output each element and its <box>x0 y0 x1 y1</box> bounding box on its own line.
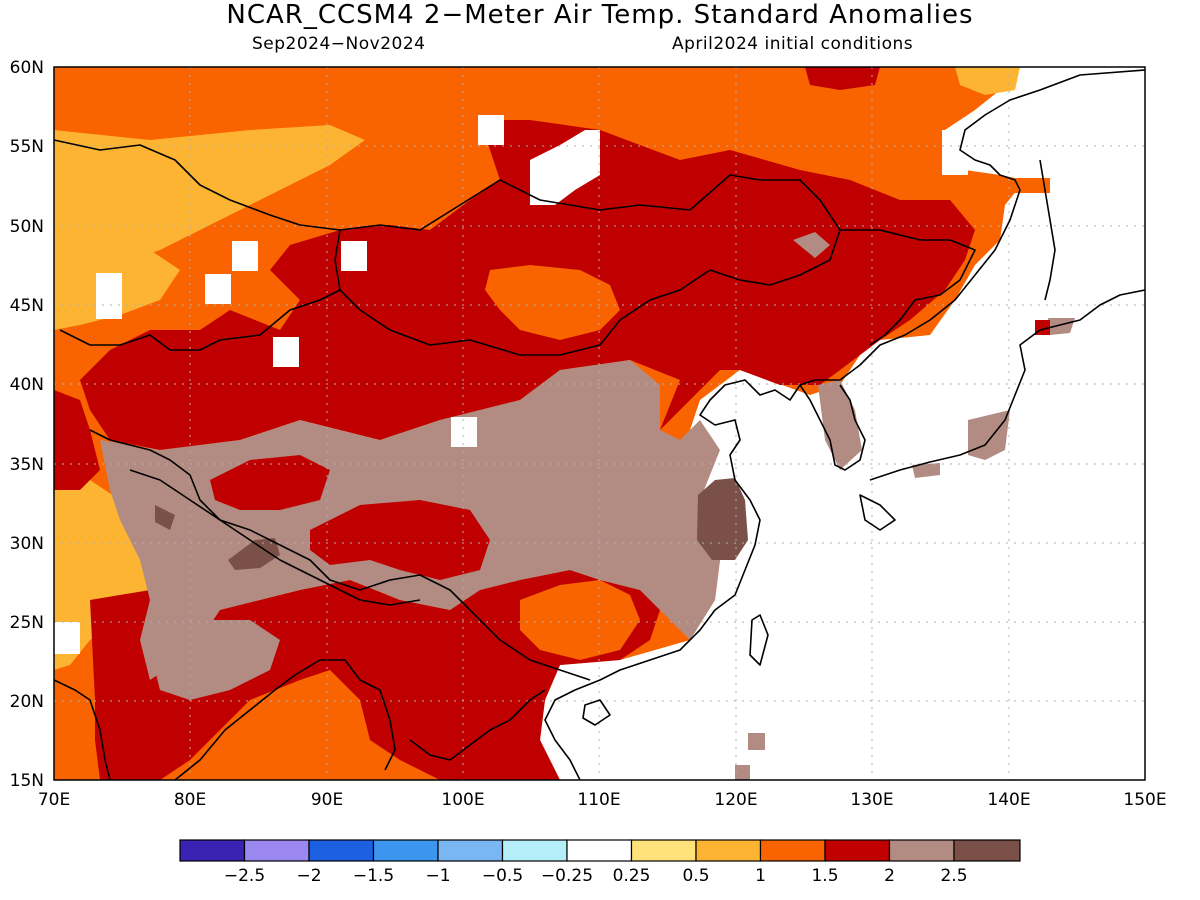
himalaya-border <box>129 469 421 606</box>
anomaly-region-2-0-manchuria <box>793 232 830 258</box>
masked-cell <box>341 241 367 271</box>
lon-label: 150E <box>1123 790 1166 810</box>
anomaly-region-1-5-west <box>54 390 100 490</box>
colorbar-label: 2.5 <box>940 866 967 886</box>
colorbar-swatch <box>308 839 375 862</box>
longitude-axis: 70E 80E 90E 100E 110E 120E 130E 140E 150… <box>38 790 1167 810</box>
colorbar-label: −2.5 <box>224 866 265 886</box>
kazakhstan-border <box>53 139 341 231</box>
colorbar-label: −0.5 <box>482 866 523 886</box>
colorbar-label: 1 <box>755 866 766 886</box>
anomaly-region-2-5-tibet <box>228 538 280 570</box>
masked-cell <box>478 115 504 145</box>
lat-label: 50N <box>10 217 44 237</box>
taiwan-coastline <box>749 614 769 666</box>
hainan-coastline <box>582 699 611 726</box>
colorbar-label: −2 <box>296 866 321 886</box>
lat-label: 60N <box>10 58 44 78</box>
chart-title: NCAR_CCSM4 2−Meter Air Temp. Standard An… <box>226 0 974 30</box>
colorbar-label: 0.25 <box>613 866 651 886</box>
lat-label: 15N <box>10 771 44 791</box>
lon-label: 130E <box>850 790 893 810</box>
map-borders <box>53 69 1146 781</box>
colorbar-label: 0.5 <box>682 866 709 886</box>
anomaly-region-2-0-south <box>150 620 280 700</box>
colorbar-swatch <box>695 839 762 862</box>
map-frame <box>53 66 1146 781</box>
sakhalin-coastline <box>1039 159 1056 301</box>
colorbar-swatch <box>953 839 1021 862</box>
lon-label: 110E <box>577 790 620 810</box>
anomaly-fields <box>54 67 1075 780</box>
colorbar-label: −0.25 <box>541 866 593 886</box>
lat-label: 25N <box>10 613 44 633</box>
colorbar-labels: −2.5 −2 −1.5 −1 −0.5 −0.25 0.25 0.5 1 1.… <box>224 866 968 886</box>
anomaly-region-2-5-west <box>155 505 175 530</box>
lat-label: 55N <box>10 137 44 157</box>
forecast-period: Sep2024−Nov2024 <box>252 34 426 54</box>
anomaly-region-2-0-taiwan <box>748 733 765 750</box>
colorbar-swatch <box>824 839 891 862</box>
japan-coastline <box>869 289 1146 481</box>
lat-label: 20N <box>10 692 44 712</box>
china-west-border <box>89 429 591 681</box>
colorbar-label: 2 <box>884 866 895 886</box>
colorbar-swatch <box>243 839 310 862</box>
korea-coastline <box>799 384 866 471</box>
lon-label: 140E <box>987 790 1030 810</box>
masked-cell <box>205 274 231 304</box>
colorbar <box>179 839 1021 862</box>
india-coastline <box>53 679 111 781</box>
anomaly-region-2-5-east <box>697 478 748 560</box>
colorbar-label: 1.5 <box>811 866 838 886</box>
anomaly-region-0-5-ne <box>955 67 1020 95</box>
colorbar-swatch <box>759 839 826 862</box>
colorbar-swatch <box>566 839 633 862</box>
masked-cell <box>54 622 80 654</box>
anomaly-region-1-5-top <box>805 67 880 90</box>
initial-conditions: April2024 initial conditions <box>672 34 914 54</box>
latitude-axis: 60N 55N 50N 45N 40N 35N 30N 25N 20N 15N <box>10 58 44 791</box>
lon-label: 90E <box>311 790 343 810</box>
northeast-china-border <box>840 229 976 346</box>
east-asia-coastline <box>544 69 1146 781</box>
lat-label: 30N <box>10 534 44 554</box>
masked-cell <box>451 417 477 447</box>
lat-label: 40N <box>10 375 44 395</box>
colorbar-swatch <box>888 839 955 862</box>
japan-coastline-south <box>859 494 896 531</box>
masked-lake-baikal <box>530 130 600 205</box>
anomaly-region-1-0-se <box>520 580 640 660</box>
anomaly-region-1-5-tibet <box>210 455 330 510</box>
colorbar-label: −1.5 <box>353 866 394 886</box>
colorbar-swatch <box>630 839 697 862</box>
anomaly-region-2-0-philippines <box>735 765 750 780</box>
colorbar-swatch <box>501 839 568 862</box>
lat-label: 45N <box>10 296 44 316</box>
indochina-coastline <box>409 689 546 761</box>
colorbar-label: −1 <box>425 866 450 886</box>
anomaly-region-1-0-mongolia <box>485 265 620 340</box>
lon-label: 100E <box>441 790 484 810</box>
colorbar-swatch <box>372 839 439 862</box>
lon-label: 120E <box>714 790 757 810</box>
lon-label: 70E <box>38 790 70 810</box>
lat-label: 35N <box>10 455 44 475</box>
masked-cell <box>232 241 258 271</box>
mongolia-border <box>334 174 841 356</box>
lon-label: 80E <box>174 790 206 810</box>
masked-cell <box>96 273 122 319</box>
colorbar-swatch <box>437 839 504 862</box>
anomaly-region-2-0-japan-2 <box>912 463 940 478</box>
masked-cell <box>273 337 299 367</box>
bay-of-bengal-coastline <box>174 659 396 781</box>
anomaly-region-1-5-tibet-2 <box>310 500 490 580</box>
central-asia-border <box>59 289 341 351</box>
colorbar-swatch <box>179 839 246 862</box>
